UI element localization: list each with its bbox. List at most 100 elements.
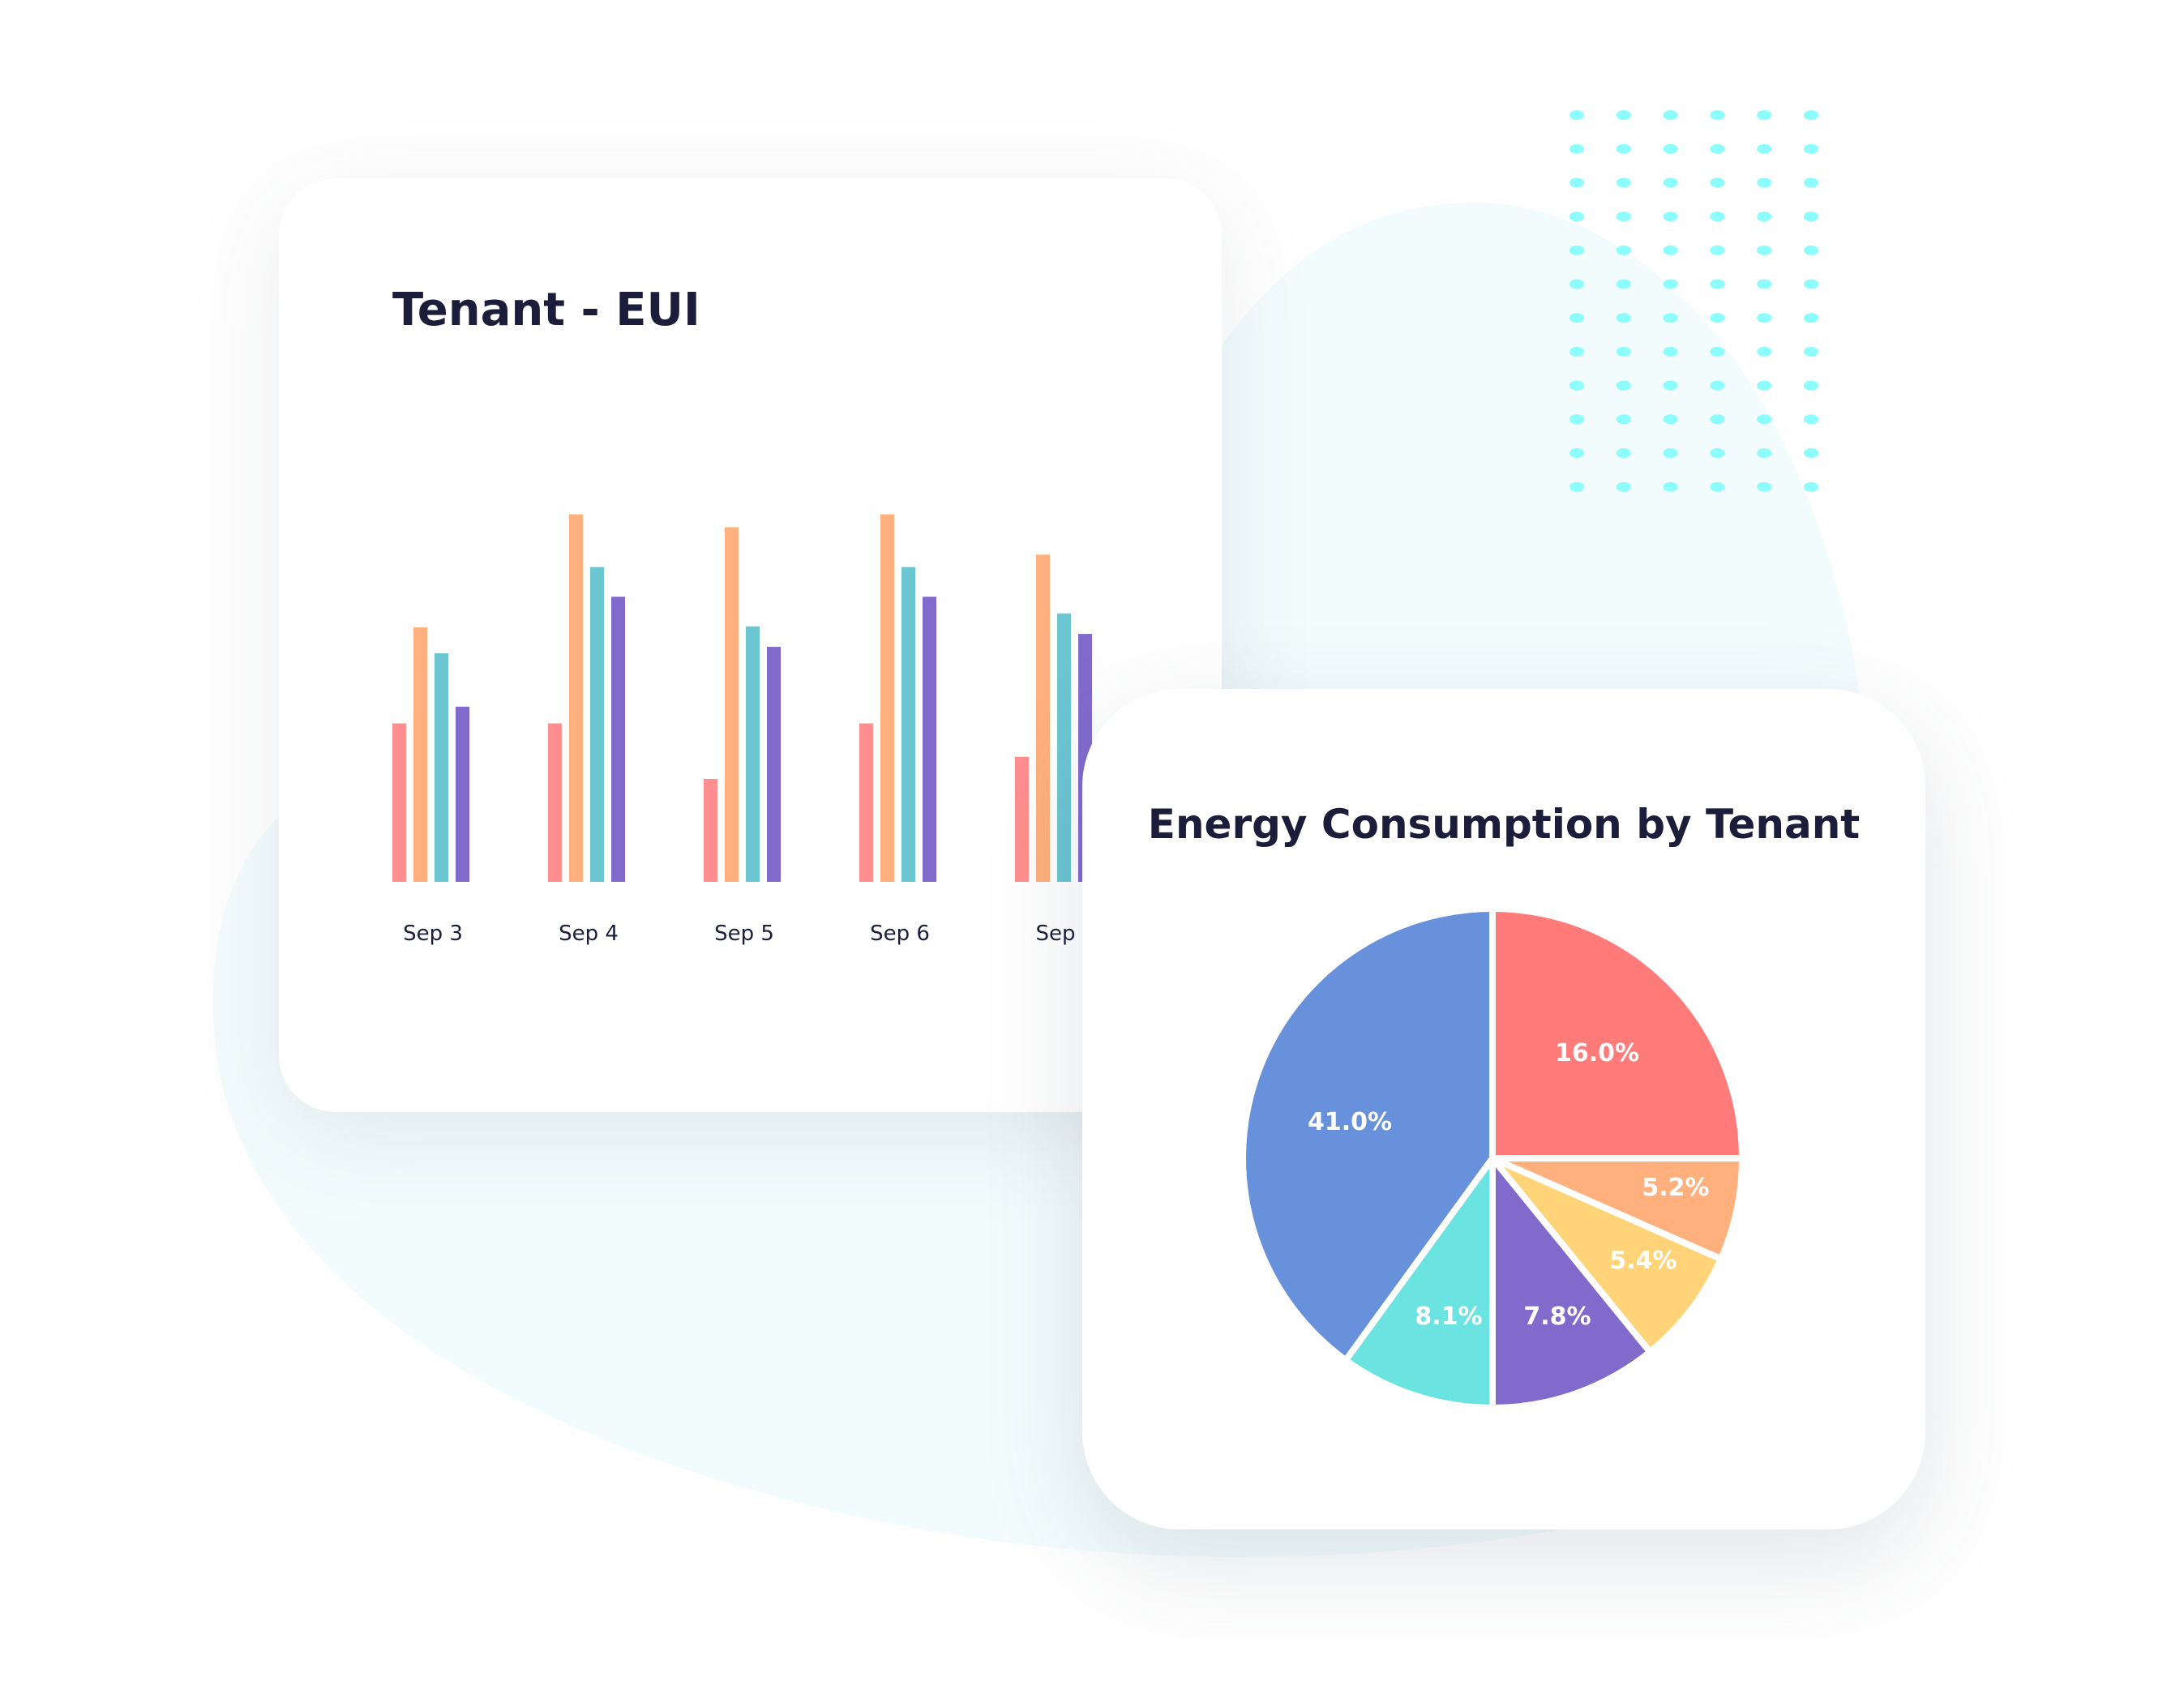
decor-dot [1804,178,1818,188]
bar [456,706,469,882]
decor-dot [1569,178,1584,188]
decor-dot [1757,143,1772,154]
decor-dot [1710,380,1725,391]
decor-dot [1757,212,1772,222]
decor-dot [1569,212,1584,222]
tenant-eui-card: Tenant - EUI Sep 3 Sep 4 Sep 5 Sep 6 Sep [279,178,1222,1112]
decor-dot [1757,313,1772,323]
pie-slice-label: 7.8% [1523,1303,1591,1331]
decor-dot [1757,380,1772,391]
decor-dot [1663,380,1678,391]
bar [435,653,448,882]
bar [923,597,936,882]
decor-dot [1663,448,1678,458]
bar [1036,554,1050,882]
decor-dot [1757,448,1772,458]
bar [746,626,760,882]
decor-dot [1710,481,1725,492]
bar [859,723,873,882]
decor-dot [1804,110,1818,120]
bar [767,647,781,882]
decor-dot [1804,346,1818,357]
decor-dot [1616,245,1631,255]
x-tick-label: Sep [1035,922,1075,946]
decor-dot [1663,313,1678,323]
decor-dot [1663,178,1678,188]
bar [880,514,894,882]
decor-dot [1569,110,1584,120]
decor-dot [1569,481,1584,492]
x-tick-label: Sep 5 [714,922,774,946]
decor-dot [1757,245,1772,255]
decor-dot [1569,313,1584,323]
bar [1057,613,1071,882]
pie-slice [1489,905,1745,1161]
pie-slice-label: 41.0% [1308,1108,1392,1136]
decor-dot [1616,414,1631,425]
bar [725,527,739,882]
decor-dot [1663,414,1678,425]
decor-dot [1710,212,1725,222]
decor-dot [1616,346,1631,357]
decor-dot [1569,279,1584,289]
x-tick-label: Sep 4 [559,922,619,946]
decor-dot [1569,448,1584,458]
decor-dot [1616,380,1631,391]
decor-dot [1757,110,1772,120]
bar [590,567,604,882]
decor-dot [1616,178,1631,188]
decor-dot [1616,481,1631,492]
decor-dot [1569,346,1584,357]
decor-dot [1804,143,1818,154]
decor-dot [1710,414,1725,425]
decor-dot [1804,414,1818,425]
pie-slice [1240,905,1496,1364]
decor-dot [1757,178,1772,188]
decor-dot [1616,212,1631,222]
decor-dot [1663,110,1678,120]
decor-dot [1757,414,1772,425]
pie-slice-label: 16.0% [1555,1039,1639,1067]
decor-dot [1710,110,1725,120]
decor-dot [1804,279,1818,289]
bar [704,778,717,882]
decor-dot [1569,245,1584,255]
decor-dot [1569,380,1584,391]
bar [1015,756,1029,882]
decor-dot [1663,346,1678,357]
decor-dot [1616,448,1631,458]
pie-chart: 16.0% 5.2% 5.4% 7.8% 8.1% 41.0% [1240,905,1745,1411]
decor-dot [1663,481,1678,492]
pie-slice-label: 8.1% [1415,1303,1482,1331]
pie-slice-label: 5.2% [1642,1174,1709,1202]
energy-consumption-card: Energy Consumption by Tenant 16.0% 5.2% 5.… [1082,689,1925,1529]
bar [548,723,562,882]
pie-slice-label: 5.4% [1609,1247,1677,1275]
bar [413,627,427,882]
decor-dot [1663,245,1678,255]
decor-dot [1663,212,1678,222]
decor-dot [1804,313,1818,323]
decor-dot [1616,279,1631,289]
pie-slice [1489,1155,1654,1411]
decor-dot [1804,212,1818,222]
decor-dot [1663,143,1678,154]
decor-dot [1710,279,1725,289]
pie-chart-title: Energy Consumption by Tenant [1147,801,1861,848]
decor-dot [1710,448,1725,458]
decor-dot [1616,313,1631,323]
decor-dot [1710,245,1725,255]
bar [569,514,583,882]
decor-dot [1663,279,1678,289]
bar [392,723,406,882]
x-tick-label: Sep 6 [870,922,930,946]
decor-dot [1710,143,1725,154]
decor-dot [1569,414,1584,425]
dot-grid-decoration [1569,110,1818,492]
decor-dot [1616,110,1631,120]
bar-chart: Sep 3 Sep 4 Sep 5 Sep 6 Sep [392,514,1092,946]
decor-dot [1757,346,1772,357]
bar [611,597,625,882]
decor-dot [1804,380,1818,391]
decor-dot [1757,481,1772,492]
